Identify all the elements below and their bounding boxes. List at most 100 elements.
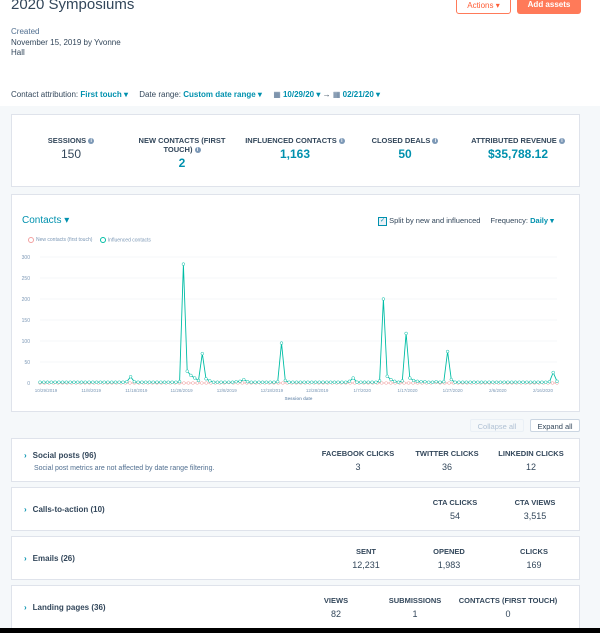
- new-contact-point: [384, 381, 388, 385]
- date-range-dropdown[interactable]: Custom date range ▾: [183, 90, 262, 99]
- metric-value[interactable]: 50: [398, 147, 412, 161]
- influenced-point: [106, 380, 110, 384]
- section-title[interactable]: › Calls-to-action (10): [24, 505, 105, 514]
- influenced-point: [53, 380, 57, 384]
- chart-options: ✓ Split by new and influenced Frequency:…: [378, 216, 554, 226]
- influenced-point: [147, 380, 152, 384]
- influenced-point: [196, 378, 201, 383]
- influenced-point: [38, 380, 42, 384]
- chart-legend: New contacts (first touch) Influenced co…: [28, 237, 151, 243]
- date-range-label: Date range:: [139, 90, 182, 99]
- influenced-point: [362, 380, 367, 384]
- influenced-point: [87, 380, 91, 384]
- influenced-point: [400, 379, 404, 383]
- influenced-point: [60, 380, 65, 384]
- new-contact-point: [182, 381, 186, 385]
- info-icon[interactable]: i: [338, 138, 345, 145]
- influenced-point: [521, 380, 525, 384]
- influenced-point: [317, 380, 321, 384]
- info-icon[interactable]: i: [194, 147, 201, 154]
- calendar-icon: ▦: [332, 90, 341, 99]
- new-contact-point: [128, 381, 132, 385]
- influenced-point: [208, 379, 212, 383]
- influenced-point: [140, 380, 144, 384]
- metric-label: ATTRIBUTED REVENUE: [471, 136, 557, 145]
- y-tick-label: 250: [22, 276, 31, 282]
- contacts-chart-card: Contacts ▾ ✓ Split by new and influenced…: [11, 194, 580, 412]
- influenced-point: [159, 380, 163, 384]
- influenced-point: [298, 380, 303, 384]
- influenced-point: [411, 378, 416, 383]
- section-title[interactable]: › Landing pages (36): [24, 603, 106, 612]
- metric-value[interactable]: 2: [178, 156, 186, 170]
- influenced-point: [461, 380, 465, 384]
- clicks-column: CLICKS 169: [520, 547, 548, 570]
- influenced-point: [279, 341, 284, 345]
- influenced-point: [321, 380, 325, 384]
- influenced-point: [498, 380, 503, 384]
- influenced-point: [242, 377, 246, 382]
- chevron-right-icon: ›: [24, 505, 27, 514]
- influenced-point: [249, 380, 253, 384]
- add-assets-button[interactable]: Add assets: [517, 0, 581, 14]
- influenced-point: [276, 380, 280, 384]
- influenced-point: [113, 380, 118, 384]
- influenced-point: [257, 380, 261, 384]
- influenced-point: [245, 380, 250, 384]
- split-checkbox[interactable]: ✓: [378, 216, 387, 226]
- info-icon[interactable]: i: [558, 138, 565, 145]
- emails-section[interactable]: › Emails (26) SENT 12,231 OPENED 1,983 CLIC…: [11, 536, 580, 580]
- attribution-dropdown[interactable]: First touch ▾: [80, 90, 128, 99]
- metric-value[interactable]: $35,788.12: [487, 147, 549, 161]
- new-contact-point: [281, 381, 285, 385]
- info-icon[interactable]: i: [432, 138, 439, 145]
- influenced-point: [472, 380, 476, 384]
- new-contact-point: [204, 381, 208, 385]
- x-tick-label: 12/18/2019: [261, 388, 284, 393]
- influenced-point: [468, 380, 472, 384]
- social-posts-section[interactable]: › Social posts (96) Social post metrics a…: [11, 438, 580, 482]
- start-date-picker[interactable]: 10/29/20 ▾: [282, 90, 321, 99]
- influenced-point: [506, 380, 510, 384]
- chart-metric-dropdown[interactable]: Contacts ▾: [22, 215, 70, 226]
- metric-value[interactable]: 1,163: [279, 147, 311, 161]
- actions-button[interactable]: Actions ▾: [456, 0, 511, 14]
- influenced-point: [547, 380, 552, 384]
- x-tick-label: 12/8/2019: [217, 388, 238, 393]
- influenced-point: [268, 380, 272, 384]
- influenced-point: [211, 380, 216, 384]
- influenced-point: [283, 378, 287, 383]
- influenced-point: [336, 380, 340, 384]
- influenced-point: [517, 380, 521, 384]
- influenced-point: [483, 380, 487, 384]
- influenced-point: [430, 380, 435, 384]
- legend-new-label: New contacts (first touch): [36, 237, 93, 244]
- influenced-point: [381, 297, 386, 301]
- collapse-all-button[interactable]: Collapse all: [470, 419, 524, 432]
- y-tick-label: 0: [27, 381, 30, 387]
- landing-pages-section[interactable]: › Landing pages (36) VIEWS 82 SUBMISSIONS 1…: [11, 585, 580, 629]
- influenced-point: [200, 351, 204, 356]
- influenced-point: [144, 380, 148, 384]
- legend-influenced-icon: [99, 237, 106, 243]
- influenced-point: [494, 380, 499, 384]
- page-title: 2020 Symposiums: [11, 0, 135, 13]
- frequency-dropdown[interactable]: Daily ▾: [530, 216, 554, 225]
- influenced-point: [102, 380, 106, 384]
- x-tick-label: 11/18/2019: [125, 388, 148, 393]
- influenced-point: [174, 380, 178, 384]
- section-title[interactable]: › Emails (26): [24, 554, 75, 563]
- influenced-point: [340, 380, 344, 384]
- end-date-picker[interactable]: 02/21/20 ▾: [342, 90, 381, 99]
- expand-all-button[interactable]: Expand all: [530, 419, 580, 432]
- legend-new-icon: [28, 237, 34, 243]
- x-tick-label: 1/17/2020: [397, 388, 418, 393]
- y-tick-label: 300: [22, 255, 31, 261]
- influenced-point: [306, 380, 310, 384]
- section-title[interactable]: › Social posts (96): [24, 451, 97, 460]
- influenced-point: [189, 373, 193, 378]
- calls-to-action-section[interactable]: › Calls-to-action (10) CTA CLICKS 54 CTA V…: [11, 487, 580, 531]
- info-icon[interactable]: i: [88, 138, 95, 145]
- influenced-point: [57, 380, 61, 384]
- influenced-point: [162, 380, 167, 384]
